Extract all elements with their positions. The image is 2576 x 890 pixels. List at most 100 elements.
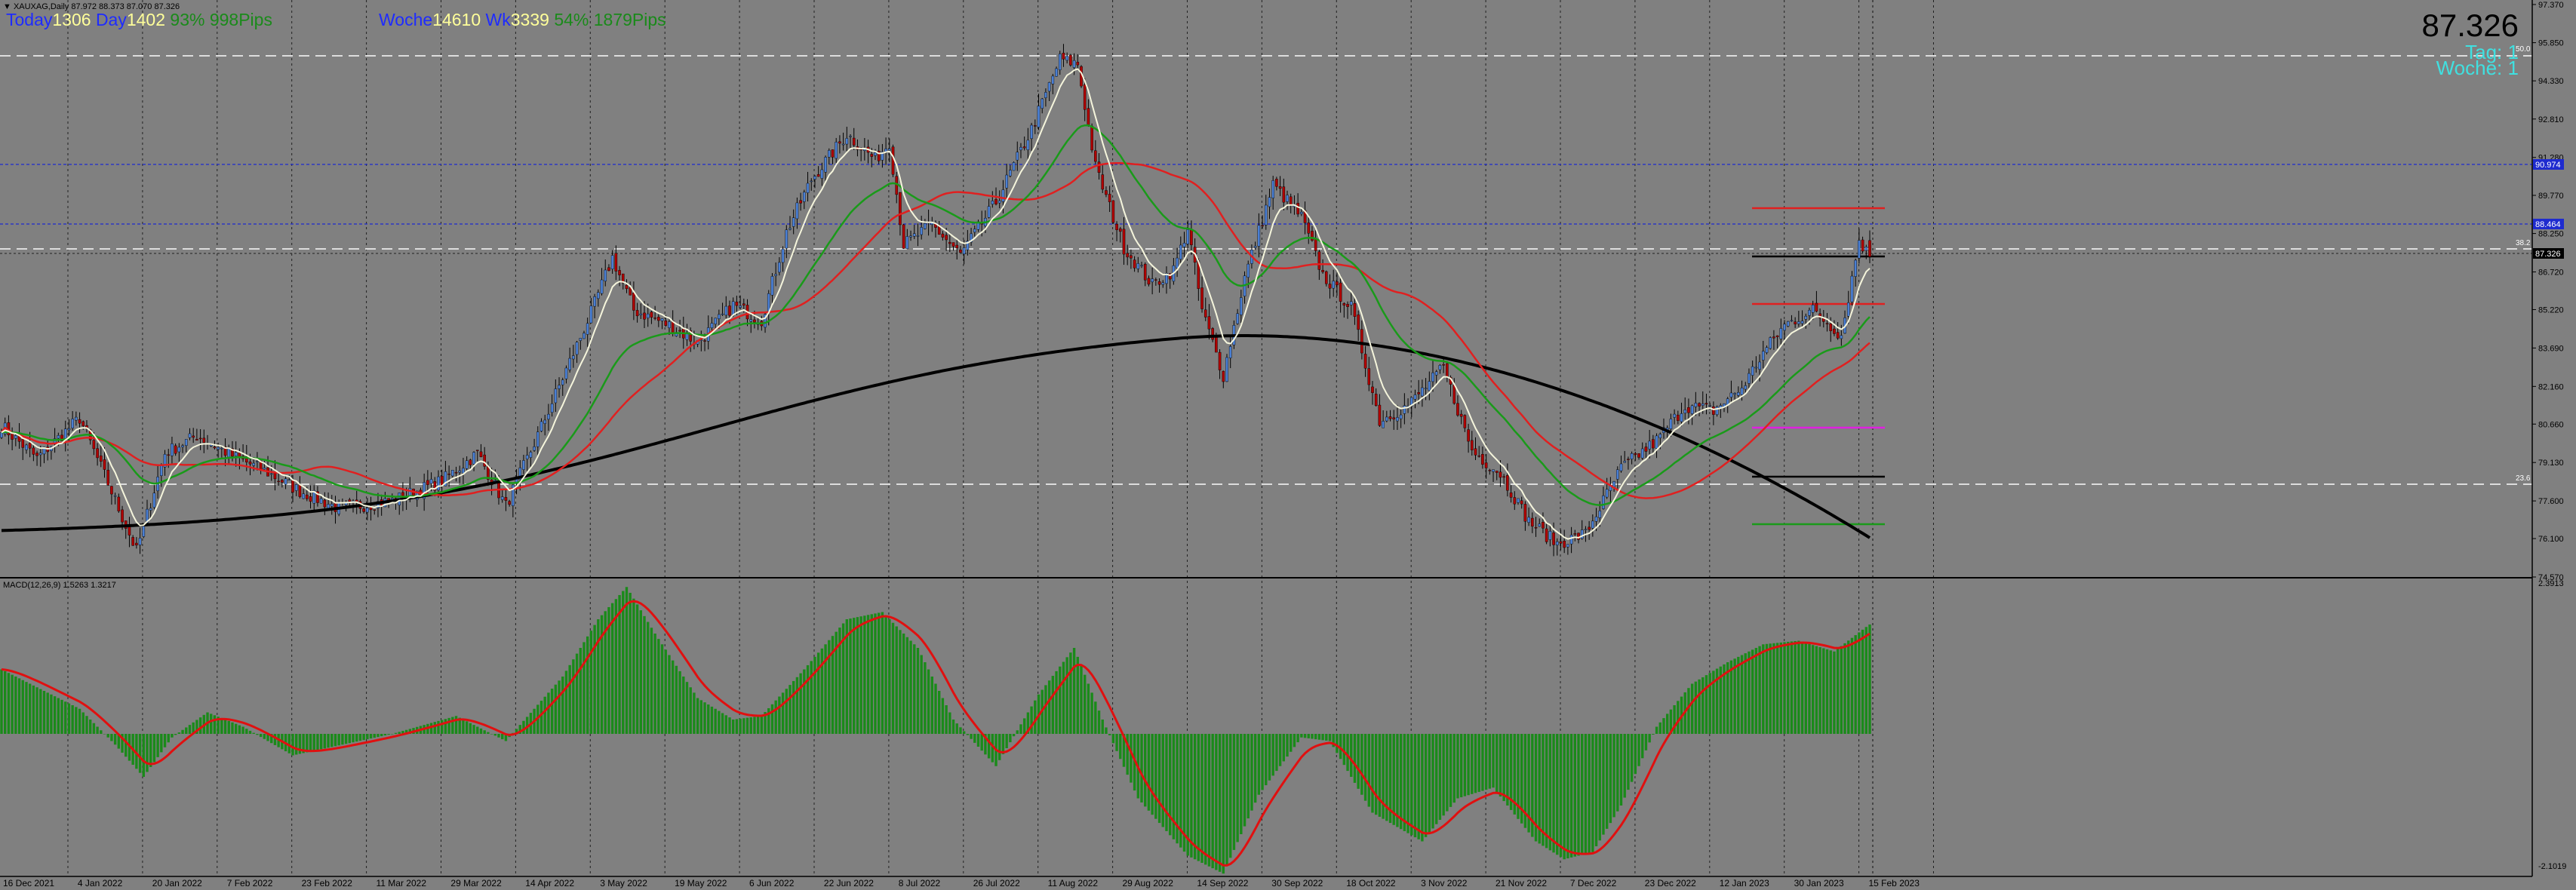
macd-histogram-bar bbox=[1190, 734, 1193, 858]
macd-histogram-bar bbox=[1090, 692, 1093, 734]
macd-histogram-bar bbox=[1783, 642, 1786, 734]
macd-histogram-bar bbox=[1556, 734, 1559, 855]
candle-body bbox=[1615, 469, 1619, 480]
candle-body bbox=[632, 293, 635, 311]
macd-histogram-bar bbox=[1502, 734, 1505, 802]
macd-histogram-bar bbox=[32, 685, 35, 734]
candle-body bbox=[781, 248, 785, 263]
candle-body bbox=[948, 241, 951, 244]
macd-histogram-bar bbox=[1847, 640, 1850, 734]
candle-body bbox=[1332, 281, 1336, 289]
macd-histogram-bar bbox=[444, 719, 447, 734]
macd-histogram-bar bbox=[927, 669, 930, 734]
macd-histogram-bar bbox=[1019, 724, 1022, 734]
candle-body bbox=[945, 235, 948, 241]
candle-body bbox=[263, 468, 266, 470]
candle-body bbox=[1658, 434, 1662, 438]
candle-body bbox=[1161, 282, 1165, 285]
candle-body bbox=[512, 484, 515, 506]
macd-histogram-bar bbox=[657, 639, 660, 734]
macd-histogram-bar bbox=[966, 734, 970, 735]
macd-histogram-bar bbox=[1080, 665, 1083, 734]
candle-body bbox=[1442, 364, 1445, 366]
macd-histogram-bar bbox=[970, 734, 973, 739]
macd-histogram-bar bbox=[177, 732, 181, 734]
macd-histogram-bar bbox=[1413, 734, 1417, 838]
candle-body bbox=[1637, 453, 1640, 458]
macd-histogram-bar bbox=[231, 722, 234, 734]
macd-histogram-bar bbox=[135, 734, 138, 769]
candle-body bbox=[330, 503, 334, 507]
macd-histogram-bar bbox=[1406, 734, 1409, 833]
macd-histogram-bar bbox=[905, 637, 909, 734]
macd-histogram-bar bbox=[703, 702, 706, 734]
macd-histogram-bar bbox=[252, 732, 255, 734]
macd-histogram-bar bbox=[1538, 734, 1541, 844]
macd-histogram-bar bbox=[835, 631, 838, 734]
candle-body bbox=[366, 508, 369, 513]
macd-histogram-bar bbox=[1438, 734, 1442, 820]
macd-histogram-bar bbox=[1861, 629, 1864, 734]
macd-histogram-bar bbox=[1737, 656, 1740, 734]
candle-body bbox=[1300, 212, 1303, 214]
macd-histogram-bar bbox=[1836, 649, 1840, 734]
macd-histogram-bar bbox=[1275, 734, 1278, 772]
candle-body bbox=[1346, 304, 1349, 307]
candle-body bbox=[1282, 186, 1286, 203]
candle-body bbox=[281, 480, 284, 483]
macd-histogram-bar bbox=[1105, 727, 1108, 734]
macd-histogram-bar bbox=[1147, 734, 1151, 811]
macd-histogram-bar bbox=[1044, 685, 1047, 734]
macd-histogram-bar bbox=[234, 723, 238, 734]
macd-histogram-bar bbox=[767, 707, 770, 734]
macd-histogram-bar bbox=[1584, 734, 1588, 855]
macd-histogram-bar bbox=[81, 712, 85, 734]
macd-histogram-bar bbox=[1471, 734, 1474, 794]
macd-histogram-bar bbox=[685, 682, 689, 734]
candle-body bbox=[63, 428, 67, 440]
macd-histogram-bar bbox=[1271, 734, 1274, 776]
candle-body bbox=[103, 459, 106, 470]
candle-body bbox=[575, 342, 579, 355]
candle-body bbox=[1861, 239, 1864, 252]
candle-body bbox=[106, 469, 110, 486]
macd-histogram-bar bbox=[653, 634, 656, 734]
candle-body bbox=[1712, 406, 1715, 415]
macd-histogram-bar bbox=[806, 664, 810, 734]
macd-histogram-bar bbox=[1474, 734, 1477, 793]
candle-body bbox=[429, 479, 433, 484]
candle-body bbox=[348, 499, 352, 502]
candle-body bbox=[362, 508, 365, 512]
candle-body bbox=[483, 454, 486, 467]
time-tick-label: 16 Dec 2021 bbox=[3, 878, 54, 888]
candle-body bbox=[1105, 190, 1108, 195]
candle-body bbox=[1182, 243, 1186, 247]
time-tick-label: 30 Sep 2022 bbox=[1271, 878, 1323, 888]
macd-histogram-bar bbox=[1733, 658, 1736, 734]
candle-body bbox=[1683, 410, 1687, 414]
candle-body bbox=[1804, 315, 1808, 320]
macd-histogram-bar bbox=[718, 710, 721, 734]
macd-histogram-bar bbox=[1623, 734, 1626, 798]
candle-body bbox=[1317, 251, 1321, 270]
candle-body bbox=[1808, 309, 1811, 316]
macd-histogram-bar bbox=[1772, 643, 1775, 734]
candle-body bbox=[202, 437, 206, 443]
candle-body bbox=[1630, 453, 1634, 459]
candle-body bbox=[1452, 385, 1456, 404]
macd-histogram-bar bbox=[1630, 734, 1634, 782]
candle-body bbox=[1264, 204, 1268, 226]
time-tick-label: 3 May 2022 bbox=[600, 878, 647, 888]
candle-body bbox=[458, 471, 462, 473]
candle-body bbox=[92, 440, 96, 450]
candle-body bbox=[42, 447, 46, 455]
candle-body bbox=[1559, 541, 1563, 544]
candle-body bbox=[1278, 186, 1282, 189]
candle-body bbox=[785, 229, 788, 249]
macd-histogram-bar bbox=[1388, 734, 1392, 824]
candle-body bbox=[962, 247, 966, 255]
macd-histogram-bar bbox=[735, 719, 739, 734]
candle-body bbox=[1083, 84, 1087, 110]
